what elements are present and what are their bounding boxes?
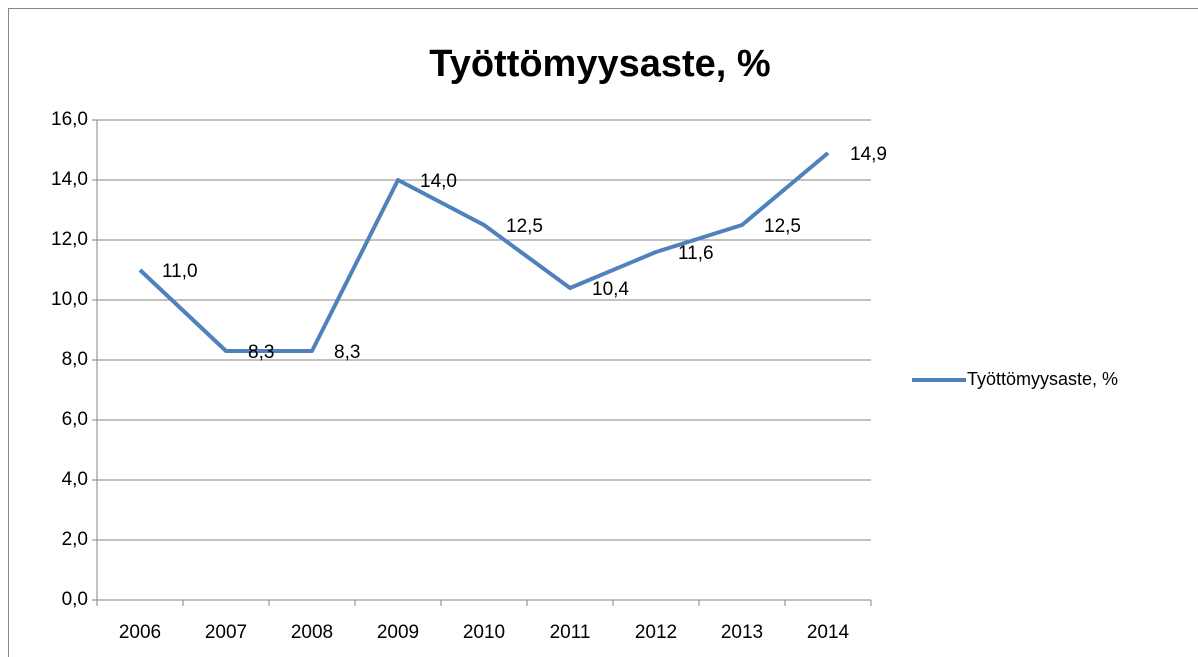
x-tick-label: 2007 xyxy=(205,622,247,643)
x-tick-label: 2008 xyxy=(291,622,333,643)
y-tick-label: 6,0 xyxy=(62,409,88,430)
y-tick-label: 14,0 xyxy=(51,169,88,190)
series-line xyxy=(138,151,830,353)
x-tick-label: 2011 xyxy=(550,622,591,643)
data-label: 10,4 xyxy=(592,279,629,300)
data-label: 12,5 xyxy=(506,216,543,237)
x-tick-label: 2013 xyxy=(721,622,763,643)
x-tick-label: 2014 xyxy=(807,622,850,643)
y-tick-label: 16,0 xyxy=(51,109,88,130)
y-tick-label: 0,0 xyxy=(62,589,88,610)
legend-label: Työttömyysaste, % xyxy=(967,369,1118,389)
data-label: 8,3 xyxy=(248,342,274,363)
data-label: 14,9 xyxy=(850,144,887,165)
y-tick-label: 4,0 xyxy=(62,469,88,490)
x-tick-label: 2009 xyxy=(377,622,419,643)
x-tick-label: 2012 xyxy=(635,622,677,643)
data-label: 11,0 xyxy=(162,261,198,282)
data-label: 12,5 xyxy=(764,216,801,237)
data-label: 11,6 xyxy=(678,243,714,264)
data-label: 8,3 xyxy=(334,342,360,363)
data-label: 14,0 xyxy=(420,171,457,192)
y-tick-label: 12,0 xyxy=(51,229,88,250)
y-tick-label: 8,0 xyxy=(62,349,88,370)
x-tick-label: 2006 xyxy=(119,622,161,643)
x-tick-label: 2010 xyxy=(463,622,505,643)
chart-border xyxy=(8,8,1198,657)
y-tick-label: 2,0 xyxy=(62,529,88,550)
chart-title: Työttömyysaste, % xyxy=(429,43,770,85)
y-tick-label: 10,0 xyxy=(51,289,88,310)
